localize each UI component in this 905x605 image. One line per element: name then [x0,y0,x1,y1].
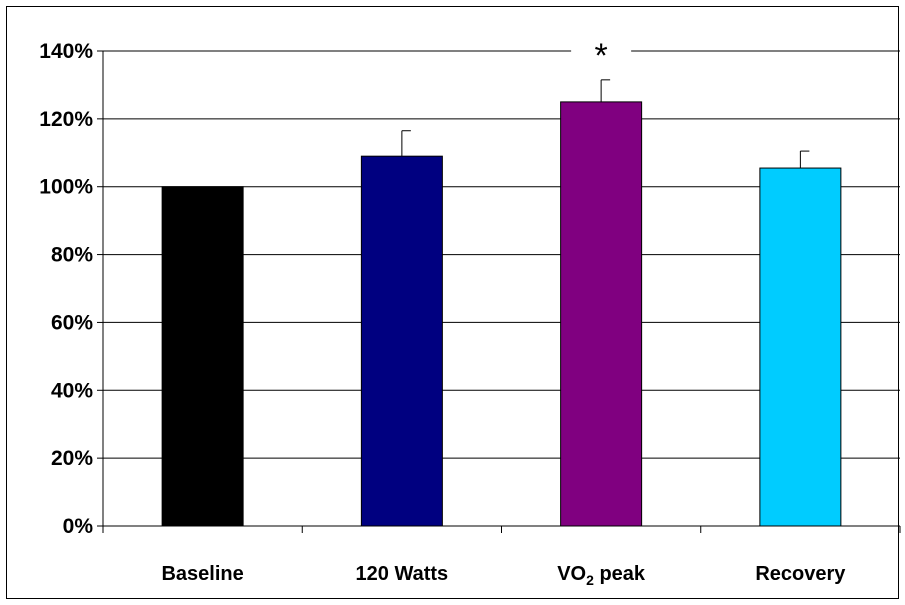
y-tick-label: 20% [51,447,93,470]
category-label: Recovery [755,563,846,585]
category-label: Baseline [161,563,243,585]
y-tick-label: 120% [39,108,93,131]
bar-baseline [161,186,244,527]
y-tick-label: 80% [51,244,93,267]
y-tick-label: 0% [63,515,94,538]
y-tick-label: 100% [39,176,93,199]
category-label: VO2 peak [557,563,646,588]
y-tick-label: 140% [39,40,93,63]
significance-asterisk: * [595,37,608,75]
y-tick-label: 60% [51,311,93,334]
category-label: 120 Watts [356,563,449,585]
bar-vo2-peak [560,101,643,527]
y-tick-label: 40% [51,379,93,402]
annotation-gap [571,41,632,61]
bar-120-watts [360,155,443,527]
bar-recovery [759,167,842,527]
chart-frame [6,6,899,599]
